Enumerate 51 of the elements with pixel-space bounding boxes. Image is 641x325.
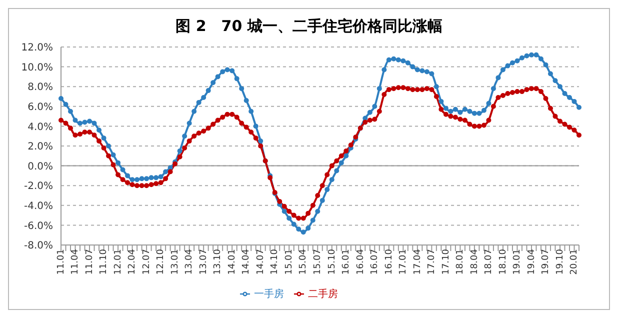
x-tick-label: 20.01 <box>570 249 580 275</box>
legend-label: 二手房 <box>308 289 338 300</box>
x-tick-label: 13.01 <box>170 249 180 275</box>
x-tick-label: 12.01 <box>113 249 124 275</box>
x-tick-label: 14.04 <box>242 248 252 275</box>
x-tick-label: 11.04 <box>70 248 81 275</box>
legend-label: 一手房 <box>254 289 284 300</box>
y-tick-label: -2.0% <box>24 181 53 192</box>
x-tick-label: 14.07 <box>256 249 266 275</box>
x-tick-label: 19.01 <box>512 249 523 275</box>
x-tick-label: 18.07 <box>484 249 494 275</box>
y-tick-label: 4.0% <box>28 122 53 133</box>
y-tick-label: -4.0% <box>24 200 53 212</box>
x-tick-label: 16.10 <box>384 248 394 275</box>
y-tick-label: 6.0% <box>28 102 53 113</box>
x-tick-label: 17.04 <box>412 248 423 275</box>
x-tick-label: 14.10 <box>270 248 280 275</box>
x-tick-label: 19.07 <box>541 249 552 275</box>
x-tick-label: 15.01 <box>284 249 294 275</box>
x-tick-label: 18.10 <box>498 248 508 275</box>
x-tick-label: 11.10 <box>99 248 110 275</box>
x-tick-label: 13.07 <box>198 249 209 275</box>
x-tick-label: 18.01 <box>456 249 466 275</box>
x-tick-label: 16.01 <box>342 249 352 275</box>
x-tick-label: 19.04 <box>526 248 537 275</box>
y-tick-label: 2.0% <box>28 142 53 153</box>
x-tick-label: 12.10 <box>156 248 166 275</box>
x-tick-label: 16.07 <box>370 249 380 275</box>
x-tick-label: 13.04 <box>184 248 195 275</box>
x-tick-label: 12.04 <box>128 248 138 275</box>
x-tick-label: 15.04 <box>298 248 309 275</box>
x-tick-label: 15.07 <box>313 249 324 275</box>
chart-title: 图 2 70 城一、二手住宅价格同比涨幅 <box>174 17 444 37</box>
x-tick-label: 16.04 <box>356 248 366 275</box>
x-tick-label: 12.07 <box>142 249 152 275</box>
y-tick-label: 8.0% <box>28 82 53 94</box>
x-tick-label: 11.07 <box>84 249 95 275</box>
x-tick-label: 17.07 <box>427 249 438 275</box>
x-tick-label: 19.10 <box>555 248 566 275</box>
y-tick-label: 10.0% <box>21 62 53 74</box>
x-tick-label: 17.01 <box>398 249 409 275</box>
x-tick-label: 14.01 <box>227 249 238 275</box>
y-tick-label: 0.0% <box>28 161 53 172</box>
x-tick-label: 18.04 <box>470 248 480 275</box>
x-tick-label: 15.10 <box>327 248 338 275</box>
y-tick-label: -6.0% <box>24 220 53 232</box>
x-tick-label: 17.10 <box>441 248 452 275</box>
y-tick-label: -8.0% <box>24 240 53 252</box>
x-tick-label: 11.01 <box>56 249 66 275</box>
x-tick-label: 13.10 <box>213 248 224 275</box>
y-tick-label: 12.0% <box>21 42 53 54</box>
